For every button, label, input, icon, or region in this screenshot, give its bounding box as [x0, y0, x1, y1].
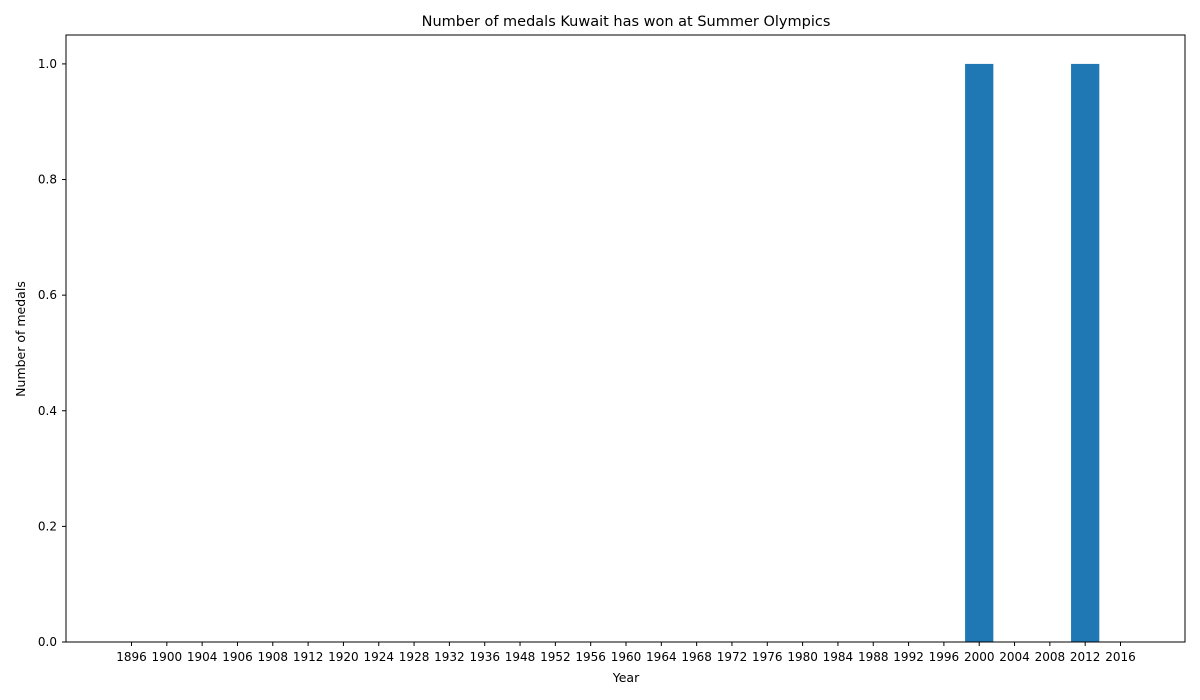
y-axis-label: Number of medals — [13, 281, 28, 397]
x-tick-label: 1988 — [858, 650, 889, 664]
x-tick-label: 1992 — [893, 650, 924, 664]
x-tick-label: 2012 — [1070, 650, 1101, 664]
x-tick-label: 1904 — [187, 650, 218, 664]
x-tick-label: 1948 — [505, 650, 536, 664]
y-tick-label: 0.0 — [38, 635, 57, 649]
x-tick-label: 1984 — [823, 650, 854, 664]
chart-title: Number of medals Kuwait has won at Summe… — [422, 14, 831, 30]
y-tick-label: 0.2 — [38, 519, 57, 533]
x-tick-label: 1976 — [752, 650, 783, 664]
y-tick-label: 0.4 — [38, 404, 57, 418]
bar-2012 — [1071, 63, 1100, 642]
x-tick-label: 1932 — [434, 650, 465, 664]
y-axis-ticks: 0.0 0.2 0.4 0.6 0.8 1.0 — [38, 57, 66, 649]
y-tick-label: 1.0 — [38, 57, 57, 71]
x-tick-label: 1920 — [328, 650, 359, 664]
x-tick-label: 1936 — [469, 650, 500, 664]
x-tick-label: 1928 — [399, 650, 430, 664]
x-tick-label: 1968 — [681, 650, 712, 664]
x-tick-label: 1924 — [363, 650, 394, 664]
x-tick-label: 1952 — [540, 650, 571, 664]
x-tick-label: 1900 — [152, 650, 183, 664]
x-tick-label: 2004 — [999, 650, 1030, 664]
x-tick-label: 1980 — [787, 650, 818, 664]
x-tick-label: 2008 — [1035, 650, 1066, 664]
x-tick-label: 1896 — [116, 650, 147, 664]
bars-group — [965, 63, 1100, 642]
x-tick-label: 2016 — [1105, 650, 1136, 664]
x-axis-label: Year — [612, 670, 640, 685]
x-tick-label: 1908 — [258, 650, 289, 664]
x-tick-label: 1972 — [717, 650, 748, 664]
x-tick-label: 2000 — [964, 650, 995, 664]
x-tick-label: 1906 — [222, 650, 253, 664]
x-axis-ticks: 1896 1900 1904 1906 1908 1912 1920 1924 1928 1932… — [116, 642, 1136, 664]
x-tick-label: 1964 — [646, 650, 677, 664]
y-tick-label: 0.6 — [38, 288, 57, 302]
x-tick-label: 1956 — [575, 650, 606, 664]
bar-2000 — [965, 63, 994, 642]
y-tick-label: 0.8 — [38, 173, 57, 187]
x-tick-label: 1912 — [293, 650, 324, 664]
x-tick-label: 1960 — [611, 650, 642, 664]
x-tick-label: 1996 — [929, 650, 960, 664]
plot-frame — [65, 34, 1186, 643]
